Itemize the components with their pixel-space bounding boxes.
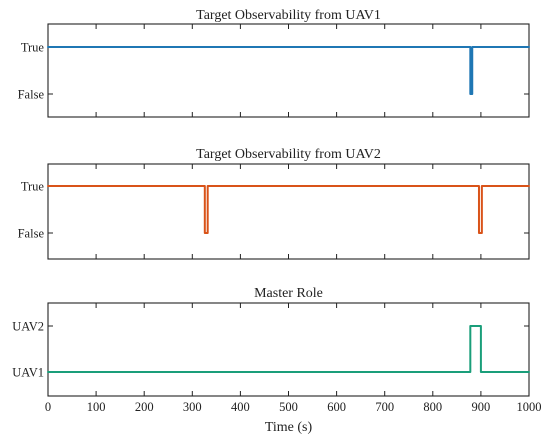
x-tick-label: 1000 [517, 400, 542, 414]
series-line [47, 46, 530, 95]
axes-box [47, 23, 530, 118]
axes-box [47, 302, 530, 397]
x-tick-label: 900 [472, 400, 491, 414]
chart-title: Target Observability from UAV2 [196, 147, 381, 162]
x-tick-label: 600 [327, 400, 346, 414]
y-tick-label: False [18, 227, 45, 241]
y-tick-label: False [18, 88, 45, 102]
x-tick-label: 0 [45, 400, 51, 414]
y-tick-label: UAV1 [12, 366, 44, 380]
series-line [47, 325, 530, 373]
series-line [47, 185, 530, 234]
x-tick-label: 800 [423, 400, 442, 414]
chart-title: Target Observability from UAV1 [196, 8, 381, 23]
axes-box [47, 163, 530, 260]
y-tick-label: UAV2 [12, 320, 44, 334]
chart-title: Master Role [254, 286, 323, 301]
x-tick-label: 700 [375, 400, 394, 414]
y-tick-label: True [21, 41, 45, 55]
x-tick-label: 300 [183, 400, 202, 414]
x-tick-label: 200 [135, 400, 154, 414]
x-axis-label: Time (s) [265, 420, 313, 435]
x-tick-label: 100 [87, 400, 106, 414]
y-tick-label: True [21, 180, 45, 194]
x-tick-label: 500 [279, 400, 298, 414]
x-tick-label: 400 [231, 400, 250, 414]
